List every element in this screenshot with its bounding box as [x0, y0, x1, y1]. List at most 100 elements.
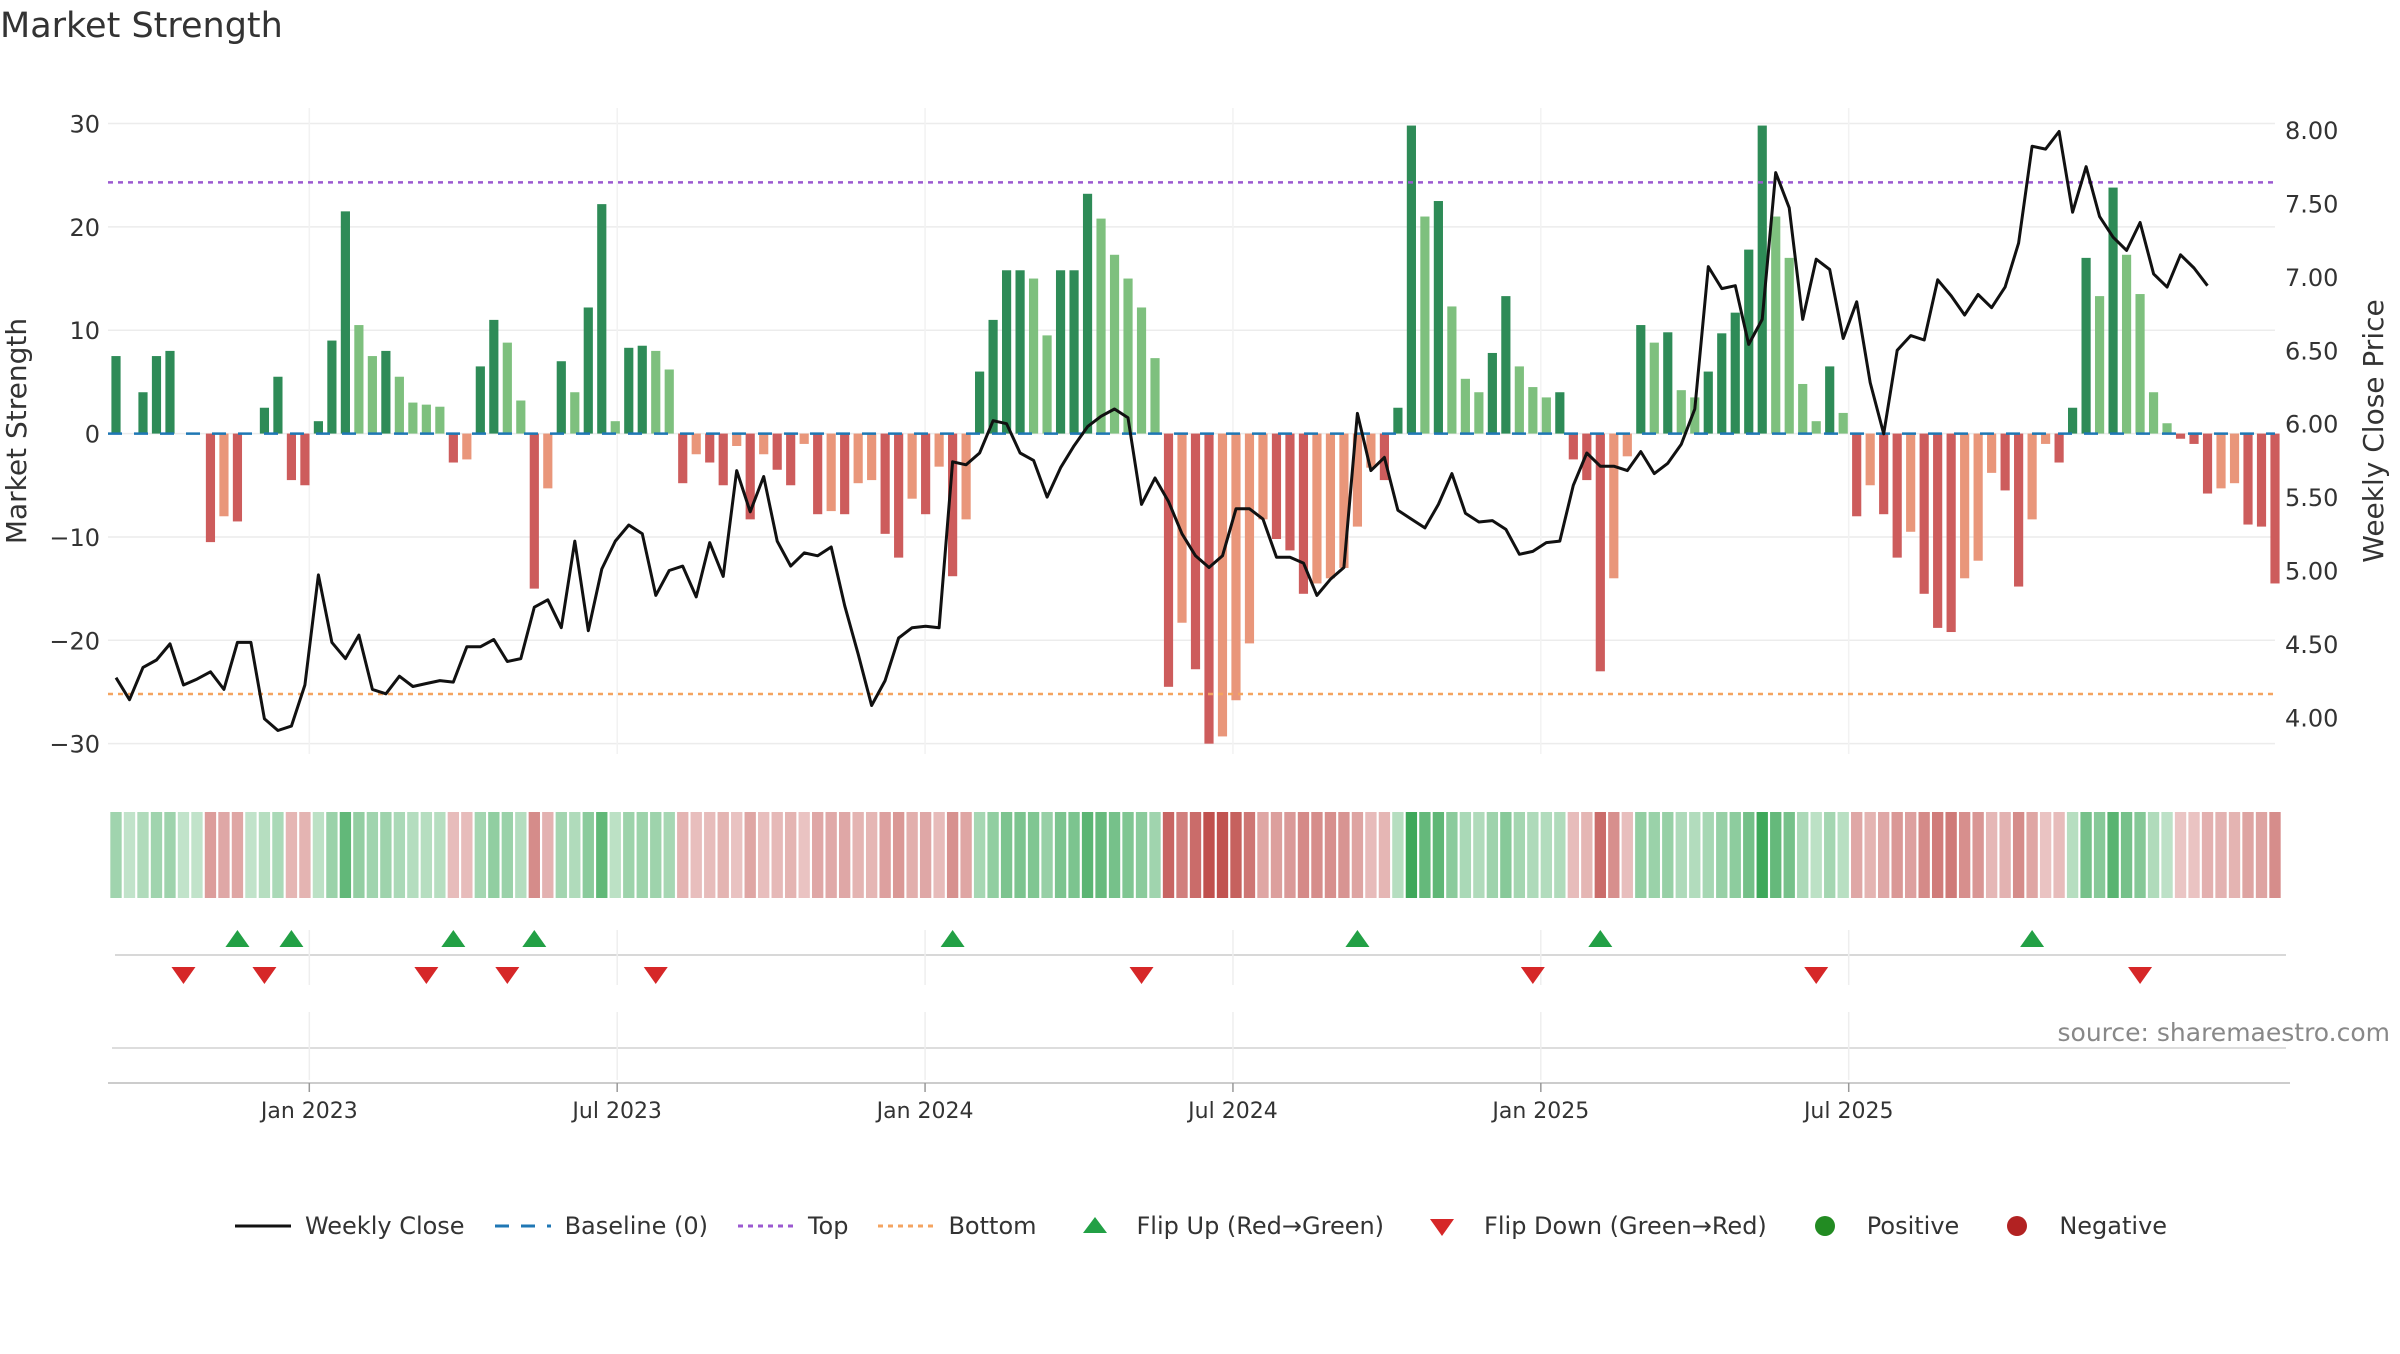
heat-cell	[555, 812, 567, 898]
heat-cell	[1054, 812, 1067, 898]
heat-cell	[1351, 812, 1364, 898]
strength-bar	[1663, 332, 1673, 434]
legend: Weekly Close Baseline (0) Top Bottom Flip Up…	[0, 1212, 2400, 1240]
y2-tick-label: 7.00	[2285, 264, 2338, 292]
strength-bar	[1298, 433, 1309, 594]
strength-bar	[637, 345, 647, 434]
strength-bar	[867, 433, 877, 481]
heat-cell	[1891, 812, 1903, 898]
strength-bar	[205, 433, 216, 543]
strength-bar	[894, 433, 904, 558]
heat-cell	[2053, 812, 2065, 898]
strength-bar	[556, 361, 566, 434]
heat-cell	[1958, 812, 1971, 898]
strength-bar	[1811, 421, 1821, 434]
strength-bar	[1069, 270, 1079, 434]
legend-label: Top	[807, 1212, 849, 1240]
heat-cell	[1621, 812, 1633, 898]
strength-bar	[1609, 433, 1619, 579]
legend-label: Flip Up (Red→Green)	[1136, 1212, 1385, 1240]
heat-cell	[758, 812, 770, 898]
strength-bar	[583, 307, 593, 434]
strength-bar	[1690, 397, 1700, 434]
heat-cell	[1675, 812, 1687, 898]
heat-cell	[2215, 812, 2227, 898]
legend-swatch	[494, 1224, 551, 1228]
heat-cell	[2161, 812, 2173, 898]
strength-bar	[475, 366, 485, 434]
heat-cell	[636, 812, 648, 898]
strength-bar	[259, 407, 270, 434]
heat-cell	[1594, 812, 1606, 898]
strength-bar	[2135, 294, 2145, 434]
strength-bar	[624, 347, 634, 434]
strength-bar	[718, 433, 728, 486]
strength-bar	[1258, 433, 1268, 520]
strength-bar	[1703, 371, 1713, 434]
heat-cell	[447, 812, 460, 898]
strength-bar	[1136, 307, 1147, 434]
chart-title: Market Strength	[0, 6, 283, 46]
strength-bar	[1447, 306, 1457, 434]
heat-cell	[1338, 812, 1350, 898]
heat-cell	[1608, 812, 1620, 898]
strength-bar	[880, 433, 890, 534]
heat-cell	[204, 812, 217, 898]
strength-bar	[1676, 390, 1686, 434]
strength-bar	[1109, 254, 1120, 434]
strength-bar	[664, 369, 674, 434]
strength-bar	[1163, 433, 1174, 687]
strength-bar	[1366, 433, 1376, 468]
heat-cell	[690, 812, 702, 898]
heat-cell	[1108, 812, 1121, 898]
strength-bar	[651, 350, 661, 434]
strength-bar	[1838, 412, 1848, 434]
strength-bar	[1190, 433, 1201, 670]
heat-cell	[798, 812, 810, 898]
heat-cell	[1527, 812, 1539, 898]
heat-cell	[1837, 812, 1849, 898]
strength-bar	[165, 350, 175, 434]
heat-cell	[1203, 812, 1215, 898]
strength-bar	[813, 433, 823, 515]
legend-swatch	[878, 1224, 935, 1228]
heat-cell	[744, 812, 756, 898]
legend-item-top: Top	[736, 1212, 849, 1240]
heat-cell	[1513, 812, 1526, 898]
heat-cell	[1284, 812, 1296, 898]
heat-cell	[623, 812, 635, 898]
y2-tick-label: 8.00	[2285, 117, 2338, 145]
strength-bar	[948, 433, 958, 577]
heat-cell	[1945, 812, 1957, 898]
heat-cell	[1189, 812, 1202, 898]
heat-cell	[353, 812, 365, 898]
legend-swatch	[1082, 1217, 1107, 1233]
heat-cell	[272, 812, 284, 898]
strength-bar	[826, 433, 836, 512]
heat-cell	[1878, 812, 1890, 898]
heat-cell	[2134, 812, 2146, 898]
heat-cell	[366, 812, 379, 898]
heat-cell	[1473, 812, 1485, 898]
heat-cell	[1972, 812, 1984, 898]
legend-swatch-shape	[1430, 1219, 1455, 1236]
heat-cell	[2107, 812, 2119, 898]
legend-label: Baseline (0)	[564, 1212, 708, 1240]
flip-down-marker	[414, 967, 439, 984]
strength-bar	[1622, 433, 1632, 457]
heat-cell	[1662, 812, 1674, 898]
heat-cell	[731, 812, 743, 898]
heat-cell	[987, 812, 999, 898]
strength-bar	[2094, 296, 2105, 434]
strength-bar	[759, 433, 769, 455]
strength-bar	[678, 433, 688, 484]
strength-bar	[327, 340, 337, 434]
legend-swatch	[2007, 1216, 2028, 1236]
strength-bar	[502, 342, 512, 434]
heat-cell	[2026, 812, 2038, 898]
heat-cell	[231, 812, 244, 898]
strength-bar	[1325, 433, 1336, 579]
heat-cell	[1716, 812, 1728, 898]
flip-up-marker	[225, 930, 250, 947]
